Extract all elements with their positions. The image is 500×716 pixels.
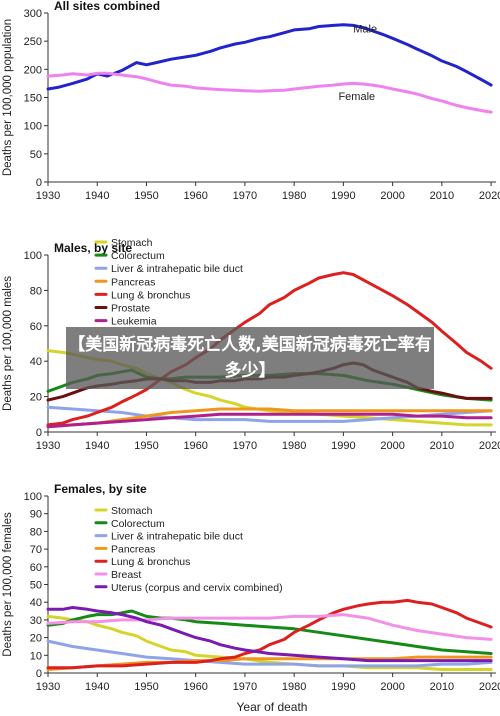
- x-tick-label: 1990: [331, 440, 355, 452]
- y-tick-label: 10: [30, 650, 42, 662]
- x-tick-label: 2000: [380, 681, 404, 693]
- legend-item-label: Lung & bronchus: [111, 556, 190, 568]
- chart-title: Males, by site: [54, 241, 132, 255]
- x-tick-label: 2020: [479, 440, 500, 452]
- x-tick-label: 1930: [36, 681, 60, 693]
- chart-title: All sites combined: [54, 0, 160, 13]
- legend-item-label: Prostate: [111, 303, 150, 315]
- x-tick-label: 1950: [134, 440, 158, 452]
- series-line-stomach: [46, 614, 493, 671]
- x-tick-label: 2010: [430, 190, 454, 202]
- y-tick-label: 80: [30, 526, 42, 538]
- x-tick-label: 1960: [183, 190, 207, 202]
- y-tick-label: 0: [36, 427, 42, 439]
- y-tick-label: 90: [30, 509, 42, 521]
- legend-item-label: Colorectum: [111, 250, 165, 262]
- legend-item-label: Colorectum: [111, 518, 165, 530]
- series-line-breast: [46, 613, 493, 641]
- legend-item-label: Liver & intrahepatic bile duct: [111, 263, 243, 275]
- x-tick-label: 2010: [430, 440, 454, 452]
- panel-1: 0 50 100 150 200 250 300 1930 1940 1950 1960 1970 19…: [2, 0, 500, 202]
- series-line-uterus-corpus-and-cervix-combined: [46, 606, 493, 663]
- x-tick-label: 1940: [85, 440, 109, 452]
- legend-item-label: Breast: [111, 569, 141, 581]
- x-tick-label: 1980: [282, 190, 306, 202]
- legend-item-label: Liver & intrahepatic bile duct: [111, 531, 243, 543]
- series-line-colorectum: [46, 609, 493, 655]
- x-tick-label: 2010: [430, 681, 454, 693]
- panel-3: 0 10 20 30 40 50 60 70 80 90 100 1930 1940 1950 1960 19…: [2, 482, 500, 693]
- x-axis-title: Year of death: [237, 700, 308, 714]
- y-tick-label: 20: [30, 392, 42, 404]
- y-tick-label: 300: [24, 8, 42, 20]
- series-label-female: Female: [338, 91, 375, 103]
- chart-title: Females, by site: [54, 482, 147, 496]
- y-tick-label: 50: [30, 580, 42, 592]
- y-axis-label: Deaths per 100,000 females: [2, 512, 14, 657]
- x-tick-label: 1950: [134, 190, 158, 202]
- x-tick-label: 1980: [282, 681, 306, 693]
- y-tick-label: 100: [24, 491, 42, 503]
- x-tick-label: 1970: [233, 440, 257, 452]
- legend-item-label: Uterus (corpus and cervix combined): [111, 582, 283, 594]
- x-tick-label: 1980: [282, 440, 306, 452]
- y-tick-label: 80: [30, 285, 42, 297]
- series-line-male: [46, 23, 493, 91]
- x-tick-label: 2020: [479, 190, 500, 202]
- y-tick-label: 100: [24, 121, 42, 133]
- y-axis-label: Deaths per 100,000 males: [2, 276, 14, 411]
- legend-item-label: Stomach: [111, 237, 153, 249]
- y-axis-label: Deaths per 100,000 population: [2, 19, 14, 176]
- y-tick-label: 200: [24, 64, 42, 76]
- series-line-leukemia: [46, 412, 493, 429]
- y-tick-label: 0: [36, 668, 42, 680]
- legend-item-label: Leukemia: [111, 316, 157, 328]
- y-tick-label: 70: [30, 544, 42, 556]
- x-tick-label: 2000: [380, 190, 404, 202]
- x-tick-label: 1970: [233, 190, 257, 202]
- overlay-banner: 【美国新冠病毒死亡人数,美国新冠病毒死亡率有多少】: [66, 327, 434, 389]
- x-tick-label: 1930: [36, 190, 60, 202]
- x-tick-label: 1990: [331, 190, 355, 202]
- y-tick-label: 100: [24, 250, 42, 262]
- series-label-male: Male: [353, 24, 377, 36]
- y-tick-label: 0: [36, 177, 42, 189]
- series-line-lung-bronchus: [46, 598, 493, 670]
- legend-item-label: Lung & bronchus: [111, 289, 190, 301]
- x-tick-label: 1940: [85, 190, 109, 202]
- x-tick-label: 1940: [85, 681, 109, 693]
- legend-item-label: Pancreas: [111, 276, 155, 288]
- x-tick-label: 2020: [479, 681, 500, 693]
- x-tick-label: 1950: [134, 681, 158, 693]
- legend-item-label: Pancreas: [111, 543, 155, 555]
- legend-item-label: Stomach: [111, 505, 153, 517]
- y-tick-label: 250: [24, 36, 42, 48]
- x-tick-label: 1960: [183, 440, 207, 452]
- series-line-lung-bronchus: [46, 271, 493, 427]
- x-tick-label: 1990: [331, 681, 355, 693]
- series-line-liver-intrahepatic-bile-duct: [46, 639, 493, 668]
- y-tick-label: 60: [30, 562, 42, 574]
- series-line-pancreas: [46, 407, 493, 429]
- y-tick-label: 60: [30, 321, 42, 333]
- y-tick-label: 150: [24, 93, 42, 105]
- x-tick-label: 1970: [233, 681, 257, 693]
- series-line-female: [46, 71, 493, 114]
- y-tick-label: 20: [30, 633, 42, 645]
- x-tick-label: 2000: [380, 440, 404, 452]
- y-tick-label: 40: [30, 356, 42, 368]
- series-line-pancreas: [46, 655, 493, 671]
- x-tick-label: 1930: [36, 440, 60, 452]
- y-tick-label: 40: [30, 597, 42, 609]
- y-tick-label: 30: [30, 615, 42, 627]
- y-tick-label: 50: [30, 149, 42, 161]
- x-tick-label: 1960: [183, 681, 207, 693]
